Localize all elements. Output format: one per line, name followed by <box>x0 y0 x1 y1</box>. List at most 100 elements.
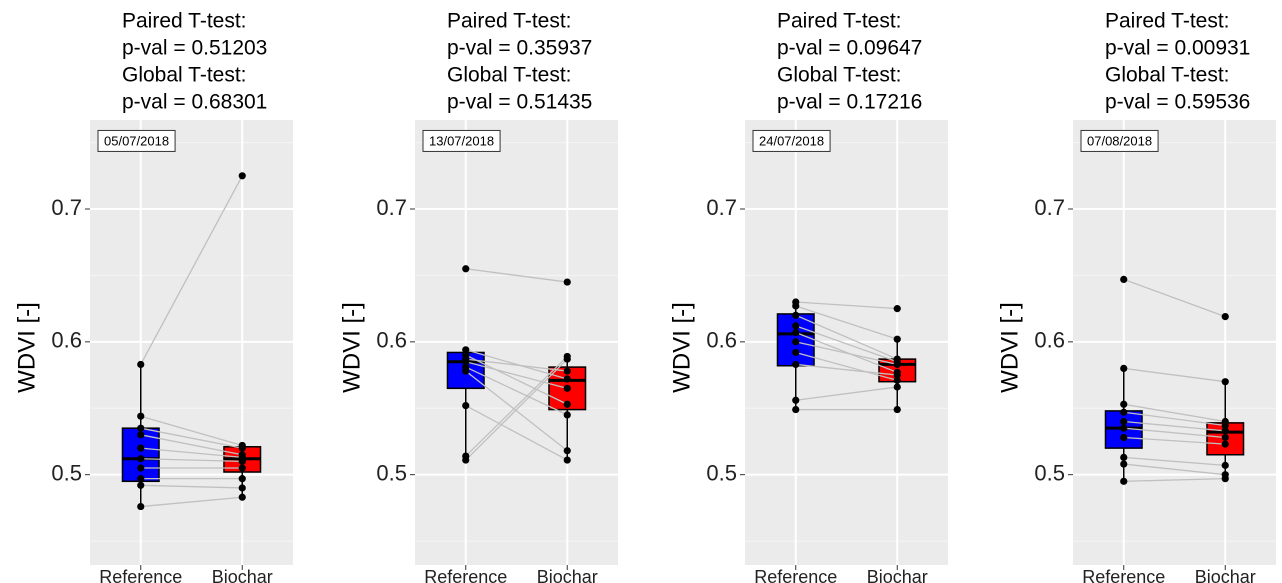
panel-title: Paired T-test: <box>777 10 902 33</box>
point <box>792 311 800 319</box>
point <box>238 457 246 465</box>
y-tick-label: 0.7 <box>1034 195 1065 220</box>
point <box>1120 275 1128 284</box>
point <box>563 278 571 286</box>
point <box>893 383 901 391</box>
point <box>563 400 571 408</box>
point <box>893 376 901 384</box>
point <box>1120 453 1128 462</box>
panel-title: Global T-test: <box>777 64 902 87</box>
panel-title: Global T-test: <box>1105 64 1230 87</box>
pair-line <box>1123 403 1226 423</box>
panel-title: p-val = 0.09647 <box>777 37 922 60</box>
panel-title: p-val = 0.51203 <box>122 37 267 60</box>
y-tick-label: 0.5 <box>51 460 82 485</box>
pair-line <box>795 314 898 360</box>
point <box>462 456 470 464</box>
pair-line <box>1123 436 1226 445</box>
point <box>1221 378 1229 386</box>
pair-line <box>1123 420 1226 432</box>
point <box>137 431 145 439</box>
point <box>137 424 145 432</box>
point <box>563 355 571 363</box>
y-tick-label: 0.6 <box>1034 328 1065 353</box>
panel-title: p-val = 0.00931 <box>1105 37 1250 60</box>
point <box>137 464 145 472</box>
point <box>1120 477 1128 485</box>
y-axis-label: WDVI [-] <box>996 302 1023 393</box>
x-tick-label: Biochar <box>867 567 928 583</box>
point <box>1221 421 1229 430</box>
panel-title: Paired T-test: <box>122 10 247 33</box>
point <box>462 401 470 410</box>
pair-line <box>465 355 568 457</box>
pair-line <box>1123 478 1226 482</box>
panel-title: p-val = 0.17216 <box>777 91 922 114</box>
point <box>137 444 145 452</box>
pair-line <box>795 305 898 340</box>
date-label: 13/07/2018 <box>429 133 494 148</box>
x-tick-label: Biochar <box>1195 567 1256 583</box>
pair-line <box>465 366 568 416</box>
point <box>893 305 901 313</box>
point <box>792 338 800 346</box>
point <box>462 367 470 375</box>
point <box>137 455 145 463</box>
point <box>1221 461 1229 469</box>
y-tick-label: 0.6 <box>376 328 407 353</box>
y-axis-label: WDVI [-] <box>13 302 40 393</box>
point <box>893 371 901 379</box>
point <box>1221 433 1229 442</box>
pair-line <box>465 405 568 461</box>
y-tick-label: 0.6 <box>51 328 82 353</box>
panel-title: p-val = 0.59536 <box>1105 91 1250 114</box>
y-axis-label: WDVI [-] <box>668 302 695 393</box>
pair-line <box>140 434 243 456</box>
x-tick-label: Reference <box>424 567 507 583</box>
panel: 0.5 0.6 0.7 Reference Biochar WDVI [-] Paired … <box>996 10 1276 583</box>
pair-line <box>1123 278 1226 318</box>
panel-title: Paired T-test: <box>1105 10 1230 33</box>
point <box>792 302 800 310</box>
point <box>238 484 246 492</box>
point <box>462 358 470 366</box>
point <box>563 411 571 419</box>
panel-title: p-val = 0.68301 <box>122 91 267 114</box>
point <box>1120 364 1128 373</box>
x-tick-label: Biochar <box>537 567 598 583</box>
point <box>137 481 145 489</box>
point <box>563 447 571 455</box>
point <box>1120 424 1128 432</box>
y-tick-label: 0.7 <box>706 195 737 220</box>
y-tick-label: 0.6 <box>706 328 737 353</box>
point <box>462 346 470 354</box>
pair-line <box>795 351 898 381</box>
pair-line <box>140 175 243 365</box>
x-tick-label: Reference <box>754 567 837 583</box>
point <box>238 444 246 452</box>
point <box>563 367 571 375</box>
point <box>238 172 246 180</box>
pair-line <box>140 484 243 489</box>
point <box>1221 475 1229 483</box>
point <box>238 475 246 483</box>
pair-line <box>140 458 243 463</box>
pair-line <box>795 386 898 401</box>
pair-line <box>465 370 568 452</box>
panel: 0.5 0.6 0.7 Reference Biochar WDVI [-] Paired … <box>338 10 618 583</box>
point <box>137 412 145 420</box>
pair-line <box>465 354 568 405</box>
date-box <box>97 129 176 152</box>
point <box>563 375 571 383</box>
y-tick-label: 0.5 <box>376 460 407 485</box>
pair-line <box>795 363 898 376</box>
x-tick-label: Reference <box>99 567 182 583</box>
y-tick-label: 0.7 <box>376 195 407 220</box>
point <box>1221 440 1229 448</box>
pair-line <box>465 349 568 380</box>
point <box>1120 408 1128 416</box>
panel-title: p-val = 0.35937 <box>447 37 592 60</box>
pair-line <box>140 447 243 459</box>
date-box <box>1080 129 1159 152</box>
